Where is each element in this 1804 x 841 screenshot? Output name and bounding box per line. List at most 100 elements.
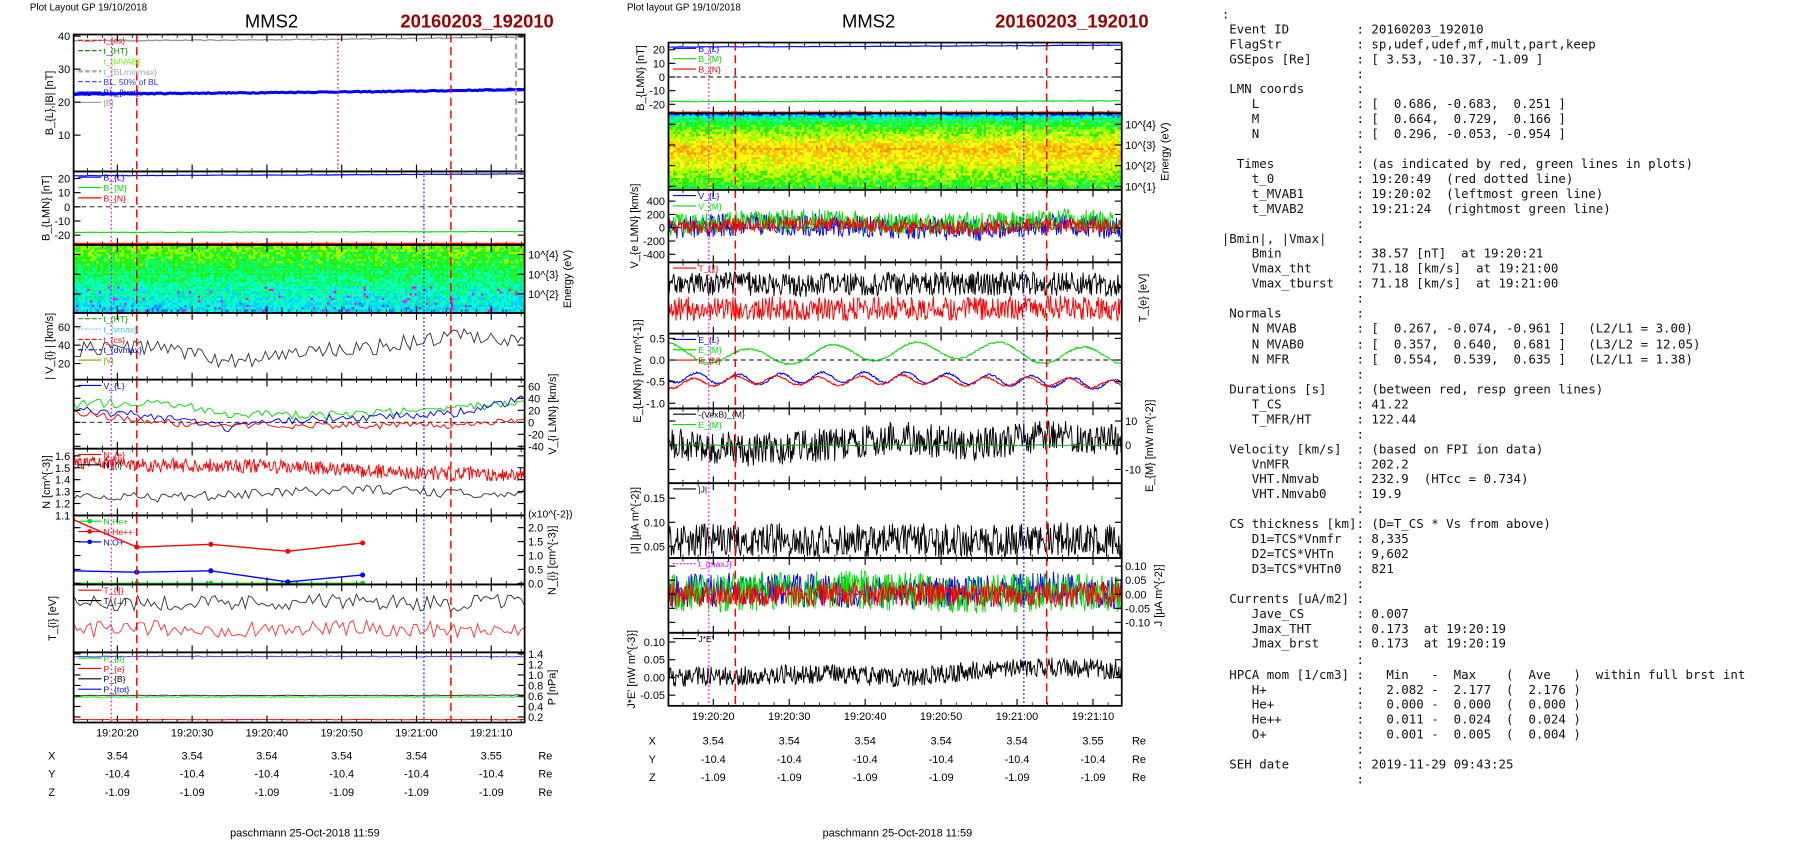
spectrogram-cell (264, 309, 268, 312)
spectrogram-cell (190, 286, 194, 289)
spectrogram-cell (255, 270, 258, 273)
spectrogram-cell (418, 251, 422, 255)
spectrogram-cell (202, 295, 205, 299)
spectrogram-cell (402, 247, 406, 250)
spectrogram-cell (312, 265, 316, 269)
spectrogram-cell (347, 297, 350, 301)
spectrogram-cell (340, 251, 343, 255)
spectrogram-cell (368, 251, 371, 255)
spectrogram-cell (356, 297, 360, 301)
spectrogram-cell (278, 247, 281, 250)
spectrogram-cell (266, 254, 270, 257)
spectrogram-cell (375, 249, 378, 253)
spectrogram-cell (151, 293, 155, 296)
spectrogram-cell (356, 258, 360, 262)
spectrogram-cell (218, 268, 222, 271)
spectrogram-cell (317, 249, 320, 253)
spectrogram-cell (98, 263, 102, 266)
spectrogram-cell (167, 263, 171, 266)
spectrogram-cell (96, 304, 100, 308)
spectrogram-cell (329, 251, 332, 255)
spectrogram-cell (338, 284, 341, 287)
spectrogram-cell (402, 265, 406, 269)
spectrogram-cell (287, 288, 291, 292)
spectrogram-cell (186, 274, 189, 278)
spectrogram-cell (430, 286, 433, 289)
spectrogram-cell (220, 263, 224, 266)
spectrogram-cell (186, 279, 189, 282)
spectrogram-cell (287, 281, 291, 285)
spectrogram-cell (416, 281, 419, 285)
spectrogram-cell (262, 245, 265, 248)
spectrogram-cell (149, 309, 152, 312)
spectrogram-cell (273, 256, 277, 259)
spectrogram-cell (87, 297, 90, 301)
spectrogram-cell (243, 258, 247, 262)
spectrogram-cell (209, 265, 212, 269)
spectrogram-cell (253, 307, 256, 310)
spectrogram-cell (133, 254, 136, 257)
spectrogram-cell (234, 309, 238, 312)
spectrogram-cell (234, 249, 238, 253)
spectrogram-cell (149, 288, 152, 292)
spectrogram-cell (402, 277, 406, 280)
spectrogram-cell (197, 281, 201, 285)
spectrogram-cell (225, 265, 228, 269)
spectrogram-cell (296, 277, 300, 280)
spectrogram-cell (434, 307, 438, 310)
spectrogram-cell (177, 270, 180, 273)
spectrogram-cell (140, 297, 143, 301)
spectrogram-cell (188, 274, 192, 278)
spectrogram-cell (296, 279, 300, 282)
spectrogram-cell (105, 270, 109, 273)
spectrogram-cell (260, 293, 263, 296)
spectrogram-cell (358, 291, 362, 294)
spectrogram-cell (188, 295, 192, 299)
spectrogram-cell (416, 304, 419, 308)
spectrogram-cell (124, 274, 127, 278)
spectrogram-cell (161, 304, 164, 308)
spectrogram-cell (269, 277, 272, 280)
spectrogram-cell (163, 268, 166, 271)
spectrogram-cell (407, 293, 410, 296)
spectrogram-cell (356, 277, 360, 280)
spectrogram-cell (409, 277, 412, 280)
spectrogram-cell (310, 293, 314, 296)
spectrogram-cell (352, 247, 355, 250)
spectrogram-cell (372, 245, 376, 248)
spectrogram-cell (361, 277, 364, 280)
spectrogram-cell (312, 297, 316, 301)
spectrogram-cell (439, 256, 442, 259)
spectrogram-cell (365, 281, 369, 285)
spectrogram-cell (149, 245, 152, 248)
spectrogram-cell (354, 291, 357, 294)
spectrogram-cell (239, 251, 242, 255)
spectrogram-cell (170, 274, 173, 278)
spectrogram-cell (398, 309, 401, 312)
spectrogram-cell (128, 309, 132, 312)
spectrogram-cell (207, 307, 210, 310)
spectrogram-cell (237, 268, 240, 271)
spectrogram-cell (414, 288, 417, 292)
spectrogram-cell (101, 254, 104, 257)
spectrogram-cell (335, 302, 339, 305)
spectrogram-cell (80, 277, 83, 280)
spectrogram-cell (296, 300, 300, 303)
spectrogram-cell (423, 302, 426, 305)
spectrogram-cell (393, 309, 396, 312)
spectrogram-cell (260, 309, 263, 312)
spectrogram-cell (409, 247, 412, 250)
spectrogram-cell (381, 261, 385, 264)
spectrogram-cell (266, 293, 270, 296)
spectrogram-cell (407, 300, 410, 303)
spectrogram-cell (119, 297, 123, 301)
spectrogram-cell (119, 286, 123, 289)
spectrogram-cell (101, 279, 104, 282)
spectrogram-cell (250, 263, 254, 266)
spectrogram-cell (181, 304, 185, 308)
spectrogram-cell (354, 272, 357, 276)
spectrogram-cell (126, 254, 129, 257)
spectrogram-cell (140, 272, 143, 276)
spectrogram-cell (202, 254, 205, 257)
spectrogram-cell (243, 268, 247, 271)
